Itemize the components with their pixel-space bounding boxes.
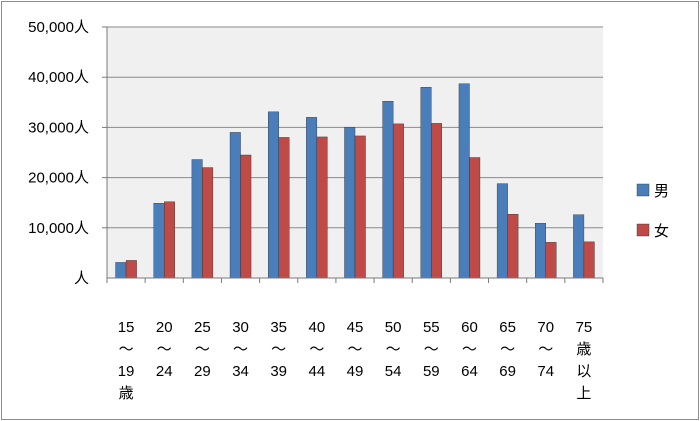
axes	[102, 26, 604, 283]
x-category-label-line: 70	[537, 319, 554, 336]
x-axis-category-labels: 15～19歳20～2425～2930～3435～3940～4445～4950～5…	[118, 319, 593, 402]
bar-女-1	[164, 201, 175, 279]
x-category-label-line: 49	[347, 363, 364, 380]
x-category-label-line: ～	[462, 341, 477, 358]
legend-label: 男	[654, 183, 669, 200]
bar-女-0	[125, 260, 137, 279]
x-category-label-line: 15	[118, 319, 135, 336]
bar-男-7	[382, 101, 394, 279]
x-category-label: 55 ～ 59	[423, 319, 440, 380]
x-category-label-line: 30	[232, 319, 249, 336]
x-category-label-line: 45	[347, 319, 364, 336]
x-category-label-line: 29	[194, 363, 211, 380]
bar-男-9	[458, 83, 470, 279]
bar-男-12	[573, 214, 585, 279]
x-category-label: 45 ～ 49	[347, 319, 364, 380]
bar-女-2	[202, 167, 214, 279]
bar-男-11	[535, 223, 546, 279]
y-tick-label: 人	[74, 270, 89, 287]
x-category-label-line: 19	[118, 363, 135, 380]
x-category-label-line: 64	[461, 363, 478, 380]
x-category-label-line: ～	[119, 341, 134, 358]
bar-男-6	[344, 127, 356, 279]
x-category-label: 25 ～ 29	[194, 319, 211, 380]
x-category-label-line: ～	[233, 341, 248, 358]
bar-女-8	[431, 123, 443, 279]
bar-女-7	[392, 123, 404, 279]
bar-女-3	[240, 154, 252, 279]
bar-男-8	[420, 87, 432, 279]
legend-label: 女	[654, 222, 669, 240]
bar-女-5	[316, 136, 328, 279]
x-category-label-line: ～	[386, 341, 401, 358]
x-category-label: 70 ～ 74	[537, 319, 554, 380]
x-category-label: 15 ～ 19 歳	[118, 319, 135, 402]
x-category-label-line: 上	[576, 385, 591, 402]
x-category-label-line: 54	[385, 363, 402, 380]
x-category-label-line: 以	[576, 363, 591, 380]
x-category-label: 60 ～ 64	[461, 319, 478, 380]
x-category-label: 20 ～ 24	[156, 319, 173, 380]
bar-女-9	[469, 157, 481, 279]
x-category-label-line: 69	[499, 363, 516, 380]
legend-swatch-女	[636, 223, 650, 237]
x-category-label-line: 34	[232, 363, 249, 380]
x-category-label-line: 20	[156, 319, 173, 336]
bar-男-3	[229, 132, 241, 279]
bar-女-6	[354, 135, 366, 279]
x-category-label-line: 35	[270, 319, 287, 336]
x-category-label-line: 歳	[119, 385, 134, 402]
x-category-label-line: 39	[270, 363, 287, 380]
x-category-label-line: 40	[309, 319, 326, 336]
bar-男-1	[153, 203, 165, 279]
x-category-label-line: ～	[157, 341, 172, 358]
bar-女-12	[583, 241, 595, 279]
x-category-label-line: 60	[461, 319, 478, 336]
x-category-label-line: ～	[309, 341, 324, 358]
x-category-label-line: 24	[156, 363, 173, 380]
x-category-label: 75 歳以上	[576, 319, 593, 402]
bar-女-4	[278, 137, 290, 279]
x-category-label-line: 74	[537, 363, 554, 380]
x-category-label-line: ～	[424, 341, 439, 358]
x-category-label-line: ～	[271, 341, 286, 358]
bar-男-5	[306, 117, 318, 279]
x-category-label-line: ～	[538, 341, 553, 358]
y-tick-label: 10,000人	[28, 220, 89, 237]
x-category-label-line: 65	[499, 319, 516, 336]
bar-女-11	[545, 242, 557, 279]
x-category-label: 50 ～ 54	[385, 319, 402, 380]
legend-swatch-男	[636, 183, 650, 197]
y-tick-label: 20,000人	[28, 170, 89, 187]
y-tick-label: 50,000人	[28, 19, 89, 36]
bar-男-0	[115, 262, 127, 279]
y-tick-label: 40,000人	[28, 69, 89, 86]
x-category-label-line: 75	[576, 319, 593, 336]
bar-男-2	[191, 159, 203, 279]
bar-男-10	[496, 183, 508, 279]
x-category-label: 30 ～ 34	[232, 319, 249, 380]
bars	[115, 83, 595, 279]
x-category-label-line: 59	[423, 363, 440, 380]
legend: 男女	[636, 183, 669, 240]
x-category-label: 65 ～ 69	[499, 319, 516, 380]
y-axis-tick-labels: 人 10,000人 20,000人 30,000人 40,000人 50,000人	[28, 19, 89, 287]
x-category-label: 40 ～ 44	[309, 319, 326, 380]
x-category-label-line: 44	[309, 363, 326, 380]
x-category-label-line: 25	[194, 319, 211, 336]
x-category-label-line: 50	[385, 319, 402, 336]
bar-女-10	[507, 214, 519, 279]
x-category-label-line: 歳	[576, 341, 591, 358]
x-category-label-line: ～	[500, 341, 515, 358]
x-category-label-line: 55	[423, 319, 440, 336]
x-category-label: 35 ～ 39	[270, 319, 287, 380]
x-category-label-line: ～	[195, 341, 210, 358]
y-tick-label: 30,000人	[28, 119, 89, 136]
x-category-label-line: ～	[347, 341, 362, 358]
bar-男-4	[267, 111, 279, 279]
